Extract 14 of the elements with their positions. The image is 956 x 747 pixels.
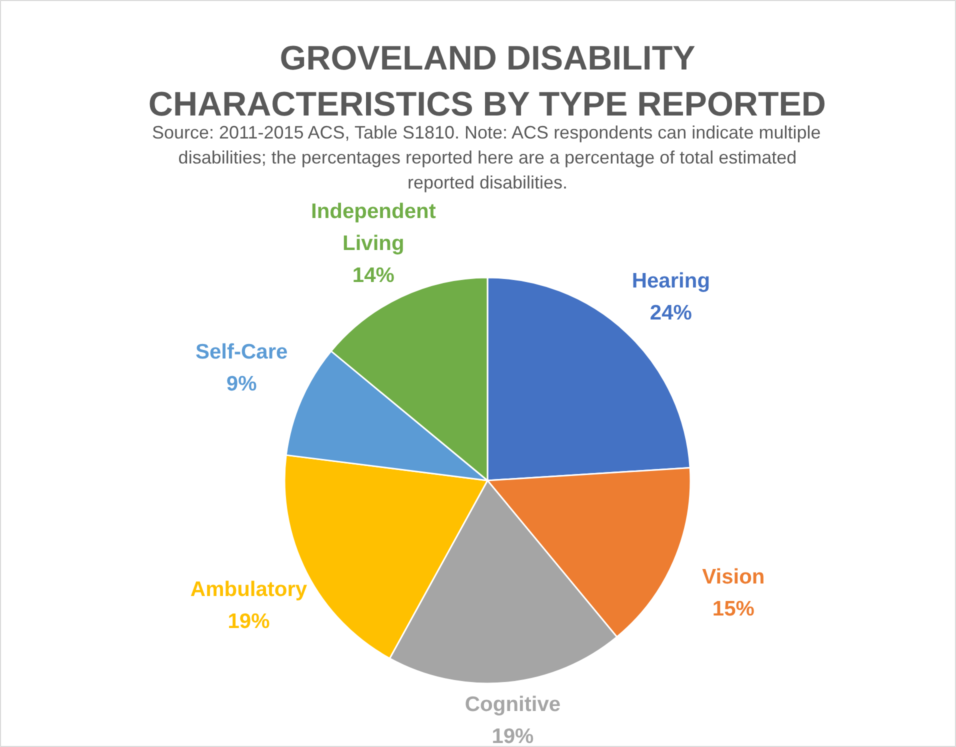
data-label: 24%	[650, 302, 692, 325]
chart-title: GROVELAND DISABILITY CHARACTERISTICS BY TYPE REPORTED	[148, 40, 826, 124]
slice-label: Hearing	[632, 270, 710, 293]
slice-label: Self-Care	[195, 340, 288, 364]
data-label: 14%	[352, 264, 395, 288]
data-label: 15%	[712, 598, 755, 621]
source-note: Source: 2011-2015 ACS, Table S1810. Note: ACS respondents can indicate multiple disabilities; the percentages reported here are a percentage of total estimated reported disabilities.	[152, 122, 821, 192]
data-label: 19%	[492, 725, 534, 747]
data-label: 19%	[228, 610, 270, 633]
slice-label: Cognitive	[464, 693, 561, 716]
slice-label: Independent Living	[310, 200, 436, 256]
slice-label: Vision	[702, 566, 765, 589]
data-label: 9%	[226, 372, 258, 396]
slice-label: Ambulatory	[190, 578, 308, 601]
